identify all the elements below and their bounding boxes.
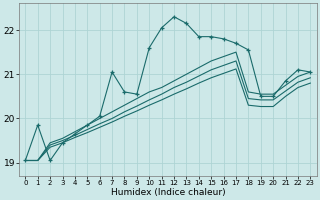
X-axis label: Humidex (Indice chaleur): Humidex (Indice chaleur) (110, 188, 225, 197)
